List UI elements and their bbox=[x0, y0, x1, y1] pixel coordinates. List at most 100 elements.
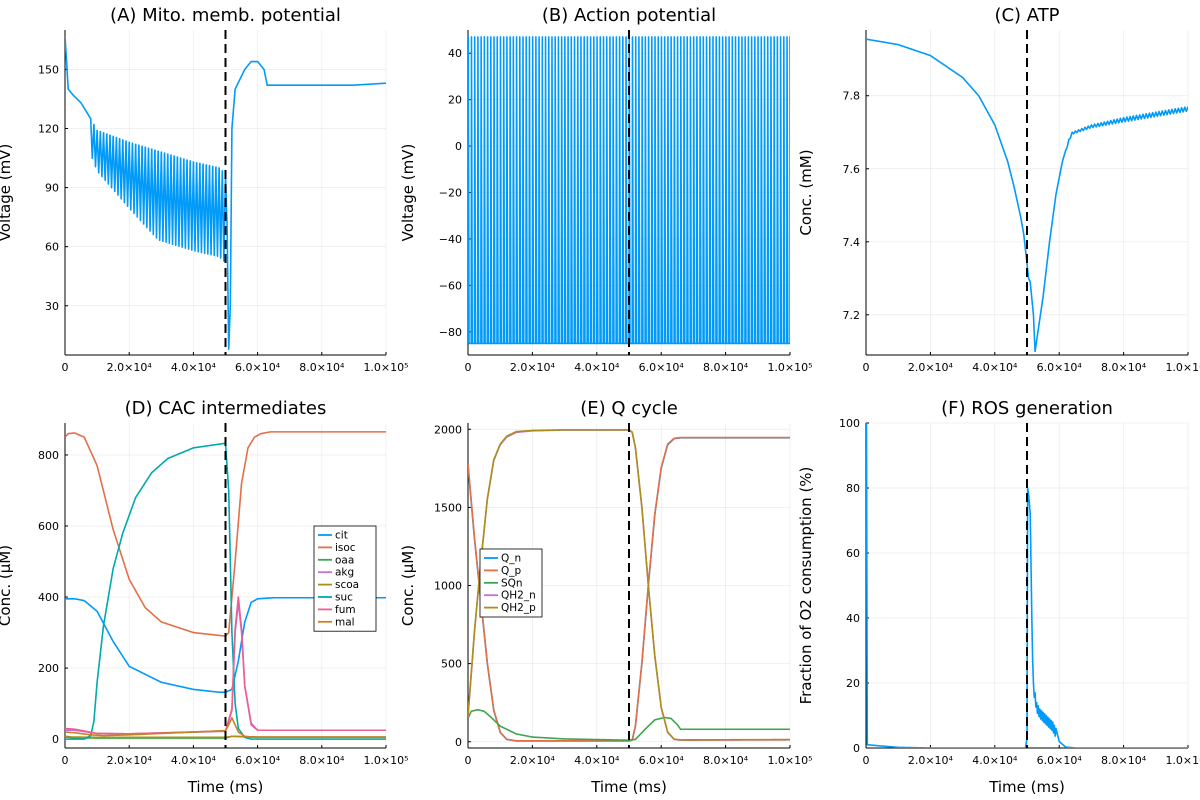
x-tick-label: 4.0×10⁴ bbox=[171, 361, 217, 374]
panel-title: (E) Q cycle bbox=[580, 398, 678, 419]
legend-entry-akg: akg bbox=[335, 567, 354, 579]
y-tick-label: 40 bbox=[448, 47, 462, 60]
x-tick-label: 6.0×10⁴ bbox=[1037, 361, 1083, 374]
y-tick-label: −80 bbox=[439, 326, 462, 339]
x-tick-label: 4.0×10⁴ bbox=[972, 754, 1018, 767]
series-line-c bbox=[866, 38, 1188, 353]
y-tick-label: 0 bbox=[853, 742, 860, 755]
x-tick-label: 6.0×10⁴ bbox=[639, 361, 685, 374]
legend-entry-suc: suc bbox=[335, 592, 353, 604]
y-tick-label: 90 bbox=[45, 182, 59, 195]
panel-title: (C) ATP bbox=[994, 5, 1059, 26]
x-tick-label: 0 bbox=[62, 361, 69, 374]
y-axis-label: Voltage (mV) bbox=[399, 144, 417, 242]
x-tick-label: 6.0×10⁴ bbox=[639, 754, 685, 767]
y-tick-label: 1500 bbox=[434, 501, 462, 514]
y-tick-label: 20 bbox=[846, 677, 860, 690]
x-tick-label: 0 bbox=[465, 361, 472, 374]
legend-entry-mal: mal bbox=[335, 616, 355, 628]
x-axis-label: Time (ms) bbox=[187, 778, 264, 796]
y-tick-label: −40 bbox=[439, 233, 462, 246]
x-tick-label: 6.0×10⁴ bbox=[235, 754, 281, 767]
legend-entry-fum: fum bbox=[335, 604, 356, 616]
panel-title: (F) ROS generation bbox=[941, 398, 1113, 419]
y-tick-label: 2000 bbox=[434, 423, 462, 436]
panel-title: (A) Mito. memb. potential bbox=[110, 5, 341, 26]
y-tick-label: 120 bbox=[38, 122, 59, 135]
y-tick-label: 7.6 bbox=[843, 163, 861, 176]
y-tick-label: 500 bbox=[441, 658, 462, 671]
y-tick-label: 0 bbox=[52, 733, 59, 746]
legend-entry-isoc: isoc bbox=[335, 542, 356, 554]
y-tick-label: −20 bbox=[439, 187, 462, 200]
x-tick-label: 4.0×10⁴ bbox=[972, 361, 1018, 374]
plot-area bbox=[866, 38, 1188, 353]
panel-F: 0 2.0×10⁴ 4.0×10⁴ 6.0×10⁴ 8.0×10⁴ 1.0×10⁵ 0 20 4… bbox=[797, 398, 1200, 796]
panel-E: 0 2.0×10⁴ 4.0×10⁴ 6.0×10⁴ 8.0×10⁴ 1.0×10⁵ 0 500… bbox=[399, 398, 813, 796]
x-tick-label: 4.0×10⁴ bbox=[171, 754, 217, 767]
x-tick-label: 0 bbox=[863, 754, 870, 767]
y-tick-label: 150 bbox=[38, 63, 59, 76]
y-tick-label: 7.2 bbox=[843, 309, 861, 322]
x-axis-label: Time (ms) bbox=[988, 778, 1065, 796]
legend-entry-QH2_n: QH2_n bbox=[501, 590, 536, 602]
y-tick-label: −60 bbox=[439, 279, 462, 292]
x-tick-label: 6.0×10⁴ bbox=[235, 361, 281, 374]
y-tick-label: 7.4 bbox=[843, 236, 861, 249]
legend-entry-QH2_p: QH2_p bbox=[501, 602, 536, 614]
legend-entry-cit: cit bbox=[335, 530, 348, 542]
y-axis-label: Conc. (µM) bbox=[0, 545, 14, 626]
x-tick-label: 2.0×10⁴ bbox=[107, 754, 153, 767]
legend-entry-scoa: scoa bbox=[335, 579, 359, 591]
series-line-SQn bbox=[468, 708, 790, 741]
y-tick-label: 20 bbox=[448, 94, 462, 107]
legend-entry-Q_p: Q_p bbox=[501, 565, 522, 577]
x-tick-label: 8.0×10⁴ bbox=[299, 361, 345, 374]
legend-entry-oaa: oaa bbox=[335, 554, 354, 566]
x-tick-label: 1.0×10⁵ bbox=[363, 754, 408, 767]
x-tick-label: 2.0×10⁴ bbox=[510, 754, 556, 767]
y-tick-label: 80 bbox=[846, 482, 860, 495]
x-tick-label: 1.0×10⁵ bbox=[767, 361, 812, 374]
panel-B: 0 2.0×10⁴ 4.0×10⁴ 6.0×10⁴ 8.0×10⁴ 1.0×10⁵ −80 −… bbox=[399, 5, 813, 374]
x-tick-label: 4.0×10⁴ bbox=[574, 361, 620, 374]
y-tick-label: 0 bbox=[455, 736, 462, 749]
x-tick-label: 2.0×10⁴ bbox=[107, 361, 153, 374]
x-tick-label: 8.0×10⁴ bbox=[1101, 754, 1147, 767]
y-tick-label: 40 bbox=[846, 612, 860, 625]
y-tick-label: 100 bbox=[839, 417, 860, 430]
x-tick-label: 2.0×10⁴ bbox=[510, 361, 556, 374]
y-axis-label: Conc. (mM) bbox=[797, 149, 815, 235]
x-tick-label: 0 bbox=[863, 361, 870, 374]
x-tick-label: 4.0×10⁴ bbox=[574, 754, 620, 767]
x-tick-label: 2.0×10⁴ bbox=[908, 361, 954, 374]
panel-A: 0 2.0×10⁴ 4.0×10⁴ 6.0×10⁴ 8.0×10⁴ 1.0×10⁵ 30 60… bbox=[0, 5, 409, 374]
x-tick-label: 1.0×10⁵ bbox=[767, 754, 812, 767]
legend-entry-SQn: SQn bbox=[501, 577, 523, 589]
x-tick-label: 8.0×10⁴ bbox=[703, 361, 749, 374]
y-tick-label: 60 bbox=[45, 241, 59, 254]
y-axis-label: Conc. (µM) bbox=[399, 545, 417, 626]
panel-C: 0 2.0×10⁴ 4.0×10⁴ 6.0×10⁴ 8.0×10⁴ 1.0×10⁵ 7.2 7… bbox=[797, 5, 1200, 374]
y-tick-label: 60 bbox=[846, 547, 860, 560]
x-tick-label: 0 bbox=[465, 754, 472, 767]
x-tick-label: 2.0×10⁴ bbox=[908, 754, 954, 767]
legend-entry-Q_n: Q_n bbox=[501, 553, 521, 565]
x-tick-label: 1.0×10⁵ bbox=[1165, 361, 1200, 374]
x-tick-label: 1.0×10⁵ bbox=[1165, 754, 1200, 767]
panel-title: (D) CAC intermediates bbox=[125, 398, 327, 419]
panel-title: (B) Action potential bbox=[542, 5, 716, 26]
y-tick-label: 400 bbox=[38, 591, 59, 604]
x-tick-label: 8.0×10⁴ bbox=[299, 754, 345, 767]
y-tick-label: 7.8 bbox=[843, 90, 861, 103]
x-tick-label: 1.0×10⁵ bbox=[363, 361, 408, 374]
x-tick-label: 8.0×10⁴ bbox=[703, 754, 749, 767]
y-axis-label: Fraction of O2 consumption (%) bbox=[797, 467, 815, 705]
y-tick-label: 1000 bbox=[434, 580, 462, 593]
x-axis-label: Time (ms) bbox=[590, 778, 667, 796]
y-tick-label: 200 bbox=[38, 662, 59, 675]
panel-D: 0 2.0×10⁴ 4.0×10⁴ 6.0×10⁴ 8.0×10⁴ 1.0×10⁵ 0 200… bbox=[0, 398, 409, 796]
